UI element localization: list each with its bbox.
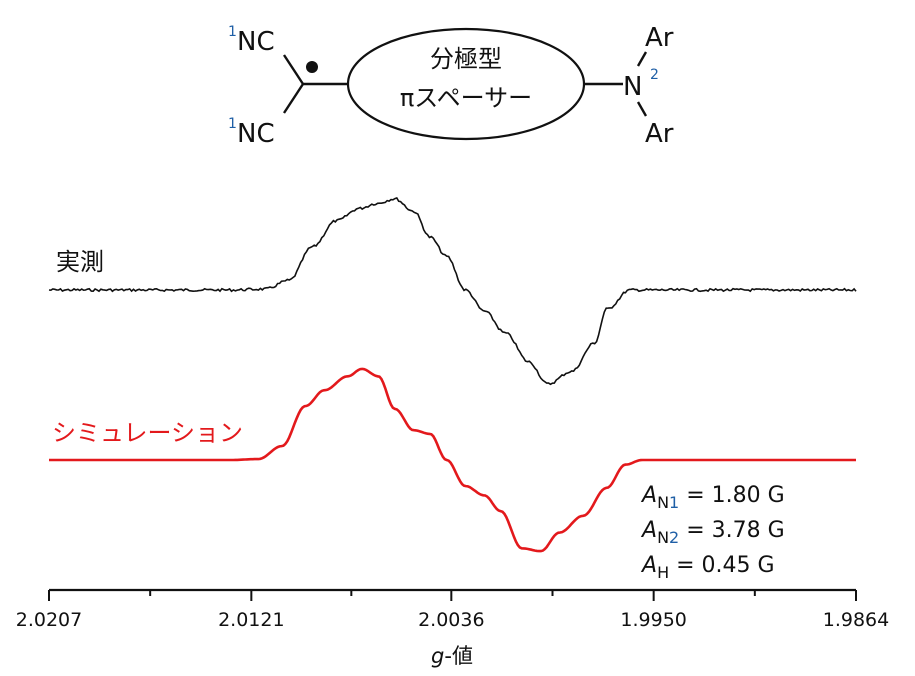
- bond-lower: [282, 83, 305, 114]
- superscript-n1-top: 1: [228, 24, 237, 40]
- x-axis-title-rest: -値: [444, 644, 473, 668]
- x-axis: 2.0207 2.0121 2.0036 1.9950 1.9864 g-値: [16, 588, 889, 668]
- bond-aryl-upper: [636, 51, 648, 67]
- x-axis-title: g-値: [431, 644, 473, 668]
- legend-label-experimental: 実測: [56, 248, 104, 276]
- param-n1-value: = 1.80 G: [679, 483, 784, 508]
- param-h-subscript: H: [657, 563, 669, 582]
- series-line-experimental: [48, 197, 857, 386]
- x-tick-label: 2.0121: [218, 609, 284, 631]
- molecule-structure: 1 NC 1 NC 分極型 πスペーサー N 2 Ar Ar: [228, 23, 674, 149]
- amine-nitrogen: N: [623, 72, 642, 102]
- param-n2-value: = 3.78 G: [679, 518, 784, 543]
- param-n1-symbol: A: [640, 483, 657, 508]
- aryl-lower: Ar: [645, 119, 674, 149]
- series-line-simulation: [49, 367, 856, 553]
- bond-aryl-lower: [636, 101, 648, 117]
- hyperfine-parameters: AN1 = 1.80 G AN2 = 3.78 G AH = 0.45 G: [640, 483, 785, 582]
- param-h-symbol: A: [640, 553, 657, 578]
- x-axis-title-italic: g: [431, 644, 444, 668]
- cyano-group-bottom: NC: [237, 119, 275, 149]
- cyano-group-top: NC: [237, 27, 275, 57]
- param-h: AH = 0.45 G: [640, 553, 775, 582]
- radical-dot-icon: [306, 61, 318, 73]
- param-n2: AN2 = 3.78 G: [640, 518, 785, 547]
- x-tick-label: 1.9864: [823, 609, 889, 631]
- spacer-label-line1: 分極型: [430, 45, 502, 73]
- x-axis-ticks: 2.0207 2.0121 2.0036 1.9950 1.9864: [16, 590, 889, 631]
- x-tick-label: 2.0036: [418, 609, 484, 631]
- superscript-n1-bottom: 1: [228, 116, 237, 132]
- spectra: 実測 シミュレーション: [48, 197, 857, 553]
- bond-upper: [282, 54, 305, 85]
- x-tick-label: 1.9950: [620, 609, 686, 631]
- spacer-ellipse: [346, 27, 586, 141]
- param-h-value: = 0.45 G: [669, 553, 774, 578]
- param-n1-subscript-num: 1: [669, 493, 679, 512]
- aryl-upper: Ar: [645, 23, 674, 53]
- superscript-n2: 2: [650, 67, 659, 83]
- param-n2-subscript: N: [657, 528, 669, 547]
- param-n2-symbol: A: [640, 518, 657, 543]
- param-n2-subscript-num: 2: [669, 528, 679, 547]
- param-n1-subscript: N: [657, 493, 669, 512]
- legend-label-simulation: シミュレーション: [52, 419, 243, 447]
- param-n1: AN1 = 1.80 G: [640, 483, 785, 512]
- spacer-label-line2: πスペーサー: [400, 84, 532, 112]
- x-tick-label: 2.0207: [16, 609, 82, 631]
